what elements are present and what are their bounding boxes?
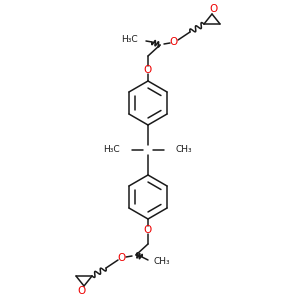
Text: O: O [144,225,152,235]
Text: CH₃: CH₃ [176,145,193,154]
Text: O: O [209,4,217,14]
Text: CH₃: CH₃ [154,256,171,266]
Text: H₃C: H₃C [103,145,120,154]
Text: O: O [118,253,126,263]
Text: O: O [144,65,152,75]
Text: H₃C: H₃C [122,34,138,43]
Text: O: O [170,37,178,47]
Text: O: O [78,286,86,296]
